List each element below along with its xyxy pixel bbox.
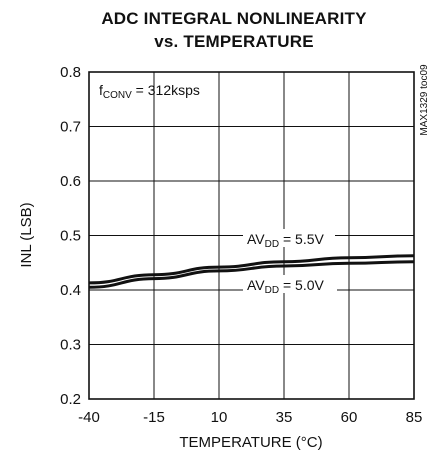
fconv-main: f <box>99 82 103 98</box>
fconv-annotation: fCONV = 312ksps <box>99 82 200 101</box>
series-label-bg-1 <box>243 229 335 247</box>
y-tick-label: 0.3 <box>60 337 81 354</box>
series2-label-main: AV <box>247 277 265 293</box>
x-tick-label: 10 <box>211 409 228 426</box>
fconv-rest: = 312ksps <box>132 82 200 98</box>
y-tick-label: 0.7 <box>60 119 81 136</box>
chart-title-line2: vs. TEMPERATURE <box>154 32 314 51</box>
y-axis-label: INL (LSB) <box>18 202 35 267</box>
series-label-bg-2 <box>243 275 337 293</box>
series-line-5v0 <box>88 260 415 289</box>
x-tick-label: 60 <box>341 409 358 426</box>
watermark-text: MAX1329 toc09 <box>419 64 430 136</box>
y-tick-label: 0.6 <box>60 173 81 190</box>
series-label-5v5: AVDD = 5.5V <box>247 231 325 250</box>
x-tick-label: 85 <box>406 409 423 426</box>
tick-layer: -40 -15 10 35 60 85 0.2 0.3 0.4 0.5 0.6 0.7 0.8 <box>60 64 422 426</box>
series2-label-sub: DD <box>265 285 279 296</box>
chart-title-line1: ADC INTEGRAL NONLINEARITY <box>101 9 367 28</box>
y-tick-label: 0.5 <box>60 228 81 245</box>
x-tick-label: -40 <box>78 409 100 426</box>
x-tick-label: -15 <box>143 409 165 426</box>
x-tick-label: 35 <box>276 409 293 426</box>
plot-frame <box>88 71 415 400</box>
series-line-5v5 <box>88 254 415 285</box>
y-tick-label: 0.2 <box>60 391 81 408</box>
series2-label-rest: = 5.0V <box>279 277 324 293</box>
y-tick-label: 0.8 <box>60 64 81 81</box>
series-layer <box>88 254 415 289</box>
fconv-sub: CONV <box>103 90 132 101</box>
series1-label-sub: DD <box>265 239 279 250</box>
series1-label-main: AV <box>247 231 265 247</box>
x-axis-label: TEMPERATURE (°C) <box>179 434 322 451</box>
y-tick-label: 0.4 <box>60 282 81 299</box>
series1-label-rest: = 5.5V <box>279 231 324 247</box>
series-label-5v0: AVDD = 5.0V <box>247 277 325 296</box>
